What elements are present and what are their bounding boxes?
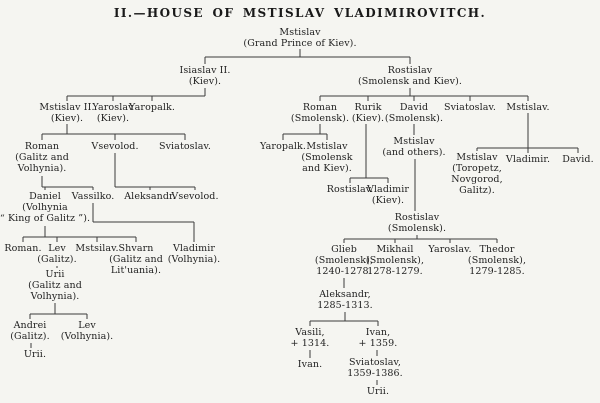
node-mstislav-3: Mstislav. — [506, 102, 550, 113]
node-daniel-king-of-galitz: Daniel (Volhynia “ King of Galitz ”). — [0, 191, 91, 224]
node-roman-2: Roman. — [4, 243, 42, 254]
node-glieb-smolensk: Glieb (Smolensk), 1240-1278. — [314, 244, 374, 277]
node-sviatoslav-2: Sviatoslav. — [158, 141, 212, 152]
node-ivan-1: Ivan, + 1359. — [358, 327, 398, 349]
node-yaroslav-kiev: Yaroslav (Kiev). — [92, 102, 134, 124]
node-vladimir-volhynia: Vladimir (Volhynia). — [167, 243, 221, 265]
node-sviatoslav-1: Sviatoslav. — [443, 102, 497, 113]
diagram-title: II.—HOUSE OF MSTISLAV VLADIMIROVITCH. — [113, 6, 487, 20]
node-shvarn-galitz-lituania: Shvarn (Galitz and Lit'uania). — [109, 243, 163, 276]
node-mstsilav: Mstsilav. — [75, 243, 119, 254]
node-roman-smolensk: Roman (Smolensk). — [290, 102, 350, 124]
node-yaroslav-2: Yaroslav. — [428, 244, 472, 255]
node-lev-galitz: Lev (Galitz). — [37, 243, 77, 265]
node-ivan-2: Ivan. — [297, 359, 323, 370]
node-roman-galitz-volhynia: Roman (Galitz and Volhynia). — [15, 141, 69, 174]
node-rostislav-2: Rostislav. — [326, 184, 374, 195]
node-mstislav-and-others: Mstislav (and others). — [382, 136, 446, 158]
node-vassilko: Vassilko. — [71, 191, 115, 202]
node-aleksandr-1: Aleksandr. — [124, 191, 176, 202]
node-andrei-galitz: Andrei (Galitz). — [10, 320, 50, 342]
node-lev-volhynia: Lev (Volhynia). — [60, 320, 114, 342]
node-rurik-kiev: Rurik (Kiev). — [351, 102, 385, 124]
node-isiaslav-ii: Isiaslav II. (Kiev). — [179, 65, 231, 87]
node-vladimir-1: Vladimir. — [505, 154, 551, 165]
node-urii-2: Urii. — [23, 349, 47, 360]
node-mstislav-smolensk-kiev: Mstislav (Smolensk and Kiev). — [301, 141, 353, 174]
node-rostislav-smolensk: Rostislav (Smolensk). — [387, 212, 447, 234]
node-vsevolod-1: Vsevolod. — [91, 141, 139, 152]
node-mikhail-smolensk: Mikhail (Smolensk), 1278-1279. — [365, 244, 425, 277]
node-yaropalk-2: Yaropalk. — [260, 141, 306, 152]
node-mstislav-toropetz: Mstislav (Toropetz, Novgorod, Galitz). — [451, 152, 503, 196]
node-sviatoslav-3: Sviatoslav, 1359-1386. — [347, 357, 403, 379]
node-mstislav-ii: Mstislav II. (Kiev). — [39, 102, 95, 124]
node-urii-galitz-volhynia: Urii (Galitz and Volhynia). — [28, 269, 82, 302]
node-vladimir-kiev: Vladimir (Kiev). — [366, 184, 410, 206]
node-david-smolensk: David (Smolensk). — [384, 102, 444, 124]
node-thedor-smolensk: Thedor (Smolensk), 1279-1285. — [467, 244, 527, 277]
node-vasili: Vasili, + 1314. — [290, 327, 330, 349]
node-rostislav-smolensk-kiev: Rostislav (Smolensk and Kiev). — [357, 65, 463, 87]
node-yaropalk-1: Yaropalk. — [129, 102, 175, 113]
node-urii-3: Urii. — [366, 386, 390, 397]
node-mstislav-root: Mstislav (Grand Prince of Kiev). — [243, 27, 357, 49]
node-vsevolod-2: Vsevolod. — [171, 191, 219, 202]
node-david-2: David. — [562, 154, 594, 165]
node-aleksandr-2: Aleksandr, 1285-1313. — [317, 289, 373, 311]
